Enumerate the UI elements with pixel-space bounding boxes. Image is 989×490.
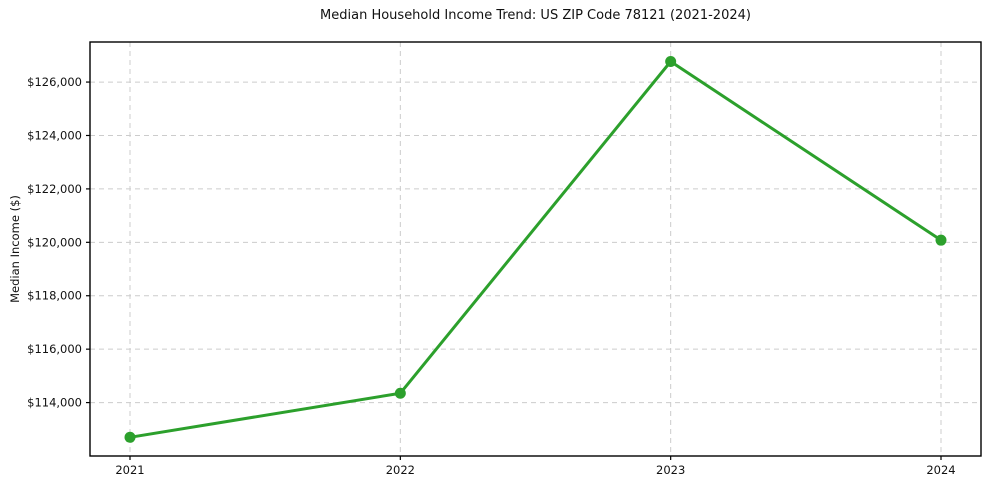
plot-area bbox=[89, 41, 982, 457]
y-tick-label: $116,000 bbox=[27, 342, 82, 356]
x-tick-label: 2023 bbox=[656, 463, 685, 477]
y-tick-label: $126,000 bbox=[27, 75, 82, 89]
y-tick-label: $124,000 bbox=[27, 128, 82, 142]
x-tick-label: 2021 bbox=[115, 463, 144, 477]
data-point-marker bbox=[935, 234, 947, 246]
data-point-marker bbox=[394, 387, 406, 399]
x-tick-label: 2024 bbox=[926, 463, 955, 477]
trend-line bbox=[128, 59, 943, 439]
y-tick-label: $114,000 bbox=[27, 396, 82, 410]
y-tick-label: $122,000 bbox=[27, 182, 82, 196]
y-tick-label: $118,000 bbox=[27, 289, 82, 303]
chart-title: Median Household Income Trend: US ZIP Co… bbox=[320, 8, 751, 23]
x-tick-label: 2022 bbox=[386, 463, 415, 477]
y-tick-label: $120,000 bbox=[27, 235, 82, 249]
data-point-marker bbox=[124, 431, 136, 443]
data-point-marker bbox=[665, 55, 677, 67]
